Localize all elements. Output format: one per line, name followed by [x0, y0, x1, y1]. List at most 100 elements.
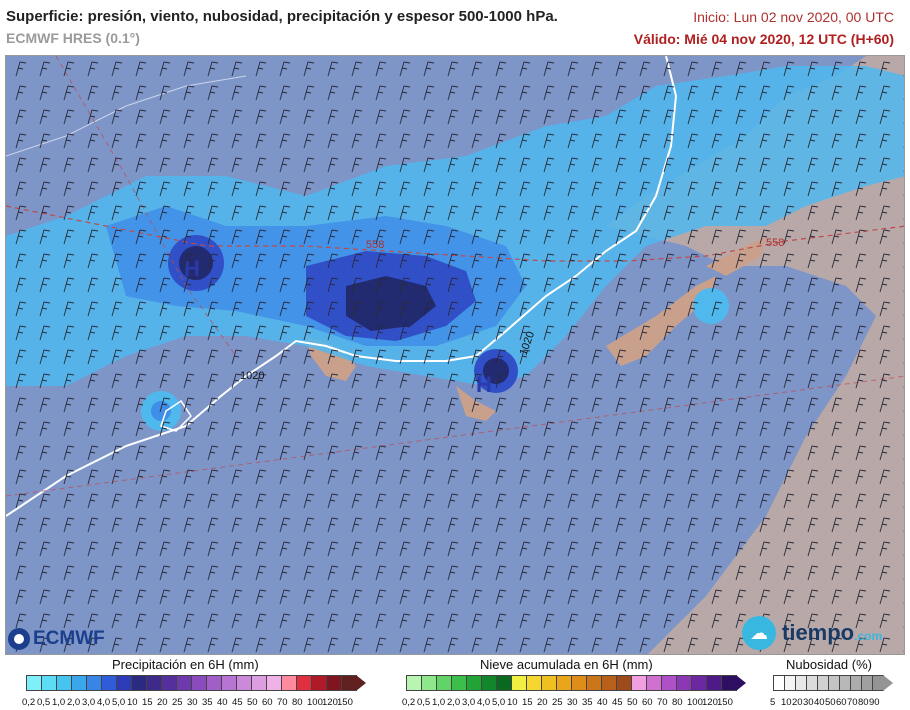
wind-barb: [423, 397, 435, 413]
wind-barb: [279, 229, 291, 245]
wind-barb: [207, 277, 219, 293]
precip-legend-label: 1,0: [52, 697, 66, 708]
wind-barb: [783, 157, 795, 173]
wind-barb: [447, 421, 459, 437]
wind-barb: [639, 253, 651, 269]
wind-barb: [255, 373, 267, 389]
wind-barb: [471, 349, 483, 365]
wind-barb: [567, 565, 579, 581]
wind-barb: [495, 421, 507, 437]
snow-legend-swatch: [496, 675, 512, 691]
precip-legend-label: 60: [262, 697, 273, 708]
wind-barb: [543, 85, 555, 101]
wind-barb: [519, 229, 531, 245]
precip-legend-swatch: [161, 675, 177, 691]
wind-barb: [399, 181, 411, 197]
wind-barb: [903, 386, 904, 388]
snow-legend-swatch: [436, 675, 452, 691]
wind-barb: [855, 469, 867, 485]
wind-barb: [423, 277, 435, 293]
wind-barb: [279, 301, 291, 317]
wind-barb: [447, 541, 459, 557]
wind-barb: [759, 493, 771, 509]
wind-barb: [423, 349, 435, 365]
tiempo-logo[interactable]: ☁ tiempo.com: [742, 614, 902, 652]
wind-barb: [279, 205, 291, 221]
wind-barb: [111, 373, 123, 389]
wind-barb: [735, 565, 747, 581]
wind-barb: [183, 277, 195, 293]
wind-barb: [639, 85, 651, 101]
wind-barb: [855, 301, 867, 317]
wind-barb: [63, 469, 75, 485]
wind-barb: [903, 602, 904, 604]
wind-barb: [615, 421, 627, 437]
wind-barb: [543, 229, 555, 245]
precip-legend-swatch: [191, 675, 207, 691]
wind-barb: [255, 133, 267, 149]
wind-barb: [399, 469, 411, 485]
precip-cell-south-core: [151, 401, 171, 421]
wind-barb: [831, 229, 843, 245]
snow-legend-label: 150: [717, 697, 733, 708]
isobar-north: [6, 75, 247, 157]
wind-barb: [15, 517, 27, 533]
snow-legend-swatch: [676, 675, 692, 691]
wind-barb: [159, 517, 171, 533]
wind-barb: [807, 541, 819, 557]
wind-barb: [135, 61, 147, 77]
wind-barb: [399, 61, 411, 77]
wind-barb: [471, 181, 483, 197]
wind-barb: [159, 541, 171, 557]
wind-barb: [543, 205, 555, 221]
wind-barb: [423, 301, 435, 317]
precip-legend-label: 40: [217, 697, 228, 708]
wind-barb: [471, 493, 483, 509]
wind-barb: [783, 85, 795, 101]
wind-barb: [327, 181, 339, 197]
wind-barb: [855, 589, 867, 605]
model-label: ECMWF HRES (0.1°): [6, 30, 140, 46]
wind-barb: [183, 205, 195, 221]
cloud-legend-arrow: [883, 675, 893, 691]
wind-barb: [615, 85, 627, 101]
wind-barb: [567, 493, 579, 509]
wind-barb: [255, 445, 267, 461]
wind-barb: [807, 229, 819, 245]
wind-barb: [639, 589, 651, 605]
wind-barb: [255, 517, 267, 533]
wind-barb: [711, 229, 723, 245]
wind-barb: [543, 277, 555, 293]
wind-barb: [183, 133, 195, 149]
wind-barb: [471, 421, 483, 437]
wind-barb: [615, 301, 627, 317]
wind-barb: [87, 469, 99, 485]
wind-barb: [615, 229, 627, 245]
wind-barb: [351, 253, 363, 269]
snow-legend-label: 0,5: [417, 697, 431, 708]
wind-barb: [639, 61, 651, 77]
wind-barb: [135, 613, 147, 629]
precip-legend-swatch: [281, 675, 297, 691]
wind-barb: [135, 325, 147, 341]
wind-barb: [495, 181, 507, 197]
wind-barb: [135, 277, 147, 293]
snow-legend-label: 40: [597, 697, 608, 708]
wind-barb: [783, 349, 795, 365]
wind-barb: [15, 589, 27, 605]
wind-barb: [63, 493, 75, 509]
snow-legend-swatch: [646, 675, 662, 691]
wind-barb: [903, 122, 904, 124]
wind-barb: [879, 397, 891, 413]
wind-barb: [855, 205, 867, 221]
wind-barb: [39, 397, 51, 413]
wind-barb: [855, 229, 867, 245]
wind-barb: [591, 613, 603, 629]
wind-barb: [783, 589, 795, 605]
wind-barb: [711, 253, 723, 269]
wind-barb: [663, 181, 675, 197]
wind-barb: [15, 613, 27, 629]
wind-barb: [687, 205, 699, 221]
cloud-legend-bar: [773, 675, 893, 691]
wind-barb: [879, 541, 891, 557]
